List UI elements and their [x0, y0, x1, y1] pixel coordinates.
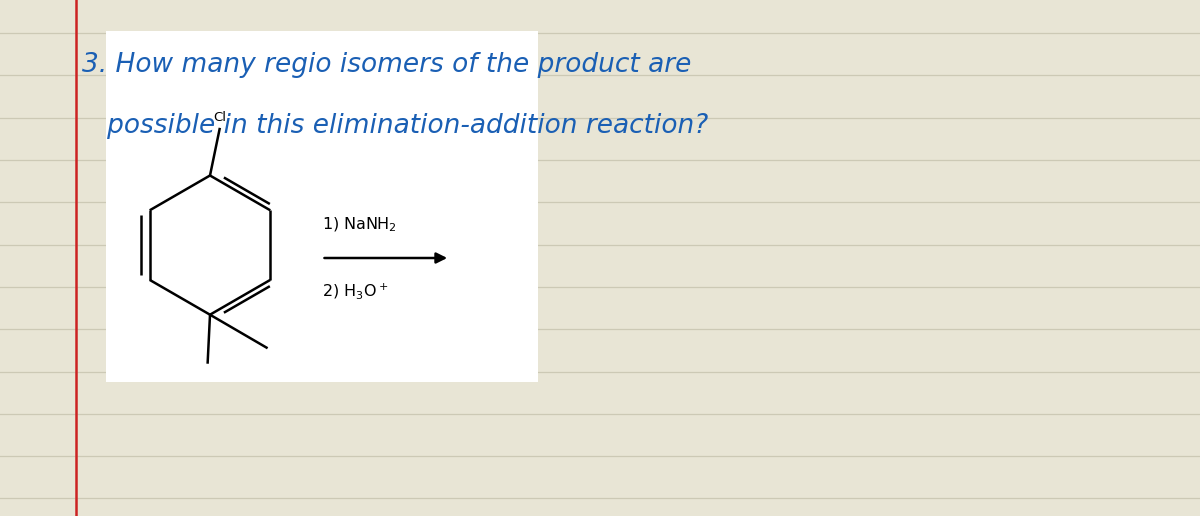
- Bar: [106, 31, 538, 382]
- Text: Cl: Cl: [214, 111, 226, 124]
- Text: 3. How many regio isomers of the product are: 3. How many regio isomers of the product…: [82, 52, 691, 77]
- Text: possible in this elimination-addition reaction?: possible in this elimination-addition re…: [82, 114, 708, 139]
- Text: 2) H$_3$O$^+$: 2) H$_3$O$^+$: [322, 282, 388, 301]
- Text: 1) NaNH$_2$: 1) NaNH$_2$: [322, 215, 396, 234]
